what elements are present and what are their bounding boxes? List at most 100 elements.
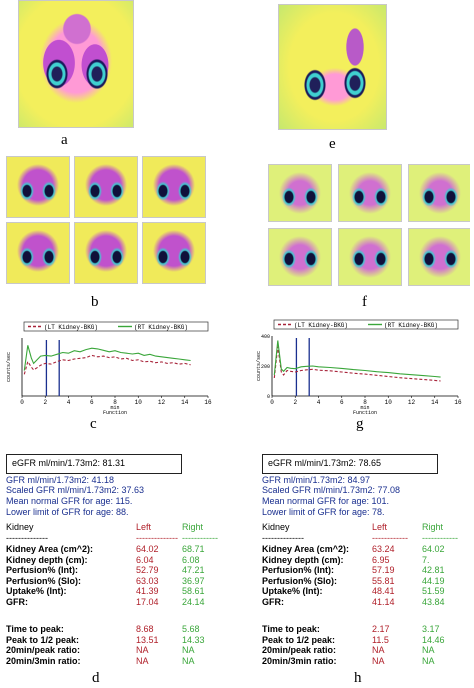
timing-row-d-right-value: NA	[182, 655, 195, 666]
measurement-row-h-right-value: 51.59	[422, 586, 445, 597]
timing-row-h-left-value: NA	[372, 655, 385, 666]
chart-c-series-left-kidney	[23, 354, 191, 375]
lower-limit-gfr-h: Lower limit of GFR for age: 78.	[262, 507, 385, 517]
measurement-row-d-right-value: 47.21	[182, 565, 205, 576]
measurement-row-d-label: Uptake% (Int):	[6, 586, 67, 597]
chart-g-series-right-kidney	[273, 340, 441, 378]
frame-f-1	[268, 164, 332, 222]
chart-g-x-tick-label: 16	[454, 399, 462, 406]
gfr-value-d: GFR ml/min/1.73m2: 41.18	[6, 475, 115, 485]
renal-scan-a	[18, 0, 134, 128]
scaled-gfr-h: Scaled GFR ml/min/1.73m2: 77.08	[262, 485, 401, 495]
measurement-row-d-label: Perfusion% (Int):	[6, 565, 78, 576]
header-kidney-d: Kidney	[6, 522, 34, 532]
egfr-box-h	[262, 454, 438, 474]
timing-row-d-right-value: NA	[182, 645, 195, 656]
mean-normal-gfr-h: Mean normal GFR for age: 101.	[262, 496, 390, 506]
chart-c-x-tick-label: 12	[158, 399, 166, 406]
egfr-value-d: eGFR ml/min/1.73m2: 81.31	[12, 458, 126, 468]
timing-row-d-label: Peak to 1/2 peak:	[6, 634, 80, 645]
chart-c-series-right-kidney	[23, 345, 191, 371]
renogram-chart-g: (LT Kidney-BKG) (RT Kidney-BKG) counts/sec…	[254, 318, 470, 416]
chart-g-x-label-bottom: Function	[353, 410, 377, 416]
measurement-row-h-left-value: 55.81	[372, 575, 395, 586]
chart-c-legend-box	[23, 321, 209, 332]
panel-label-c: c	[90, 416, 97, 432]
panel-label-f: f	[362, 294, 367, 310]
dash-kidney-h: --------------	[262, 533, 304, 543]
chart-c-x-tick-label: 10	[135, 399, 143, 406]
chart-g-x-label-top: min	[360, 405, 369, 411]
measurement-row-d-left-value: 17.04	[136, 597, 159, 607]
chart-c-x-tick-label: 8	[113, 399, 117, 406]
chart-g-y-tick-label: 400	[261, 334, 270, 340]
chart-g-legend-label-right: (RT Kidney-BKG)	[384, 322, 438, 329]
measurement-row-h-label: Kidney depth (cm):	[262, 554, 344, 565]
chart-c-x-tick-label: 16	[204, 399, 212, 406]
chart-g-x-tick-label: 10	[385, 399, 393, 406]
chart-g-x-tick-label: 6	[340, 399, 344, 406]
measurement-row-d-label: GFR:	[6, 597, 28, 607]
dash-left-d: --------------	[136, 533, 178, 543]
gfr-report-d: eGFR ml/min/1.73m2: 81.31 GFR ml/min/1.7…	[6, 454, 218, 686]
measurement-row-h-label: GFR:	[262, 597, 284, 607]
header-right-h: Right	[422, 522, 444, 532]
chart-g-x-tick-label: 14	[431, 399, 439, 406]
measurement-row-d-right-value: 36.97	[182, 575, 205, 586]
measurement-row-d-left-value: 52.79	[136, 565, 159, 576]
chart-c-legend-label-right: (RT Kidney-BKG)	[134, 324, 188, 331]
egfr-value-h: eGFR ml/min/1.73m2: 78.65	[268, 458, 382, 468]
panel-label-e: e	[329, 136, 336, 152]
chart-g-legend-box	[273, 319, 459, 330]
measurement-row-h-right-value: 64.02	[422, 544, 445, 554]
frame-f-5	[338, 228, 402, 286]
timing-row-h-left-value: 11.5	[372, 634, 389, 645]
timing-row-h-label: Peak to 1/2 peak:	[262, 634, 336, 645]
panel-label-b: b	[91, 294, 99, 310]
chart-c-x-tick-label: 0	[20, 399, 24, 406]
frame-b-3	[142, 156, 206, 218]
measurement-row-h-label: Kidney Area (cm^2):	[262, 544, 349, 554]
measurement-row-h-label: Uptake% (Int):	[262, 586, 323, 597]
measurement-row-d-left-value: 64.02	[136, 544, 159, 554]
chart-g-y-label: counts/sec	[256, 351, 262, 381]
measurement-row-h-label: Perfusion% (Slo):	[262, 575, 338, 586]
dash-kidney-d: --------------	[6, 533, 48, 543]
measurement-row-h-label: Perfusion% (Int):	[262, 565, 334, 576]
dash-left-h: ------------	[372, 533, 408, 543]
panel-label-g: g	[356, 416, 364, 432]
frame-f-3	[408, 164, 470, 222]
measurement-row-d-right-value: 6.08	[182, 554, 200, 565]
chart-g-y-tick-label: 200	[261, 364, 270, 370]
dash-right-h: ------------	[422, 533, 458, 543]
timing-row-h-label: 20min/peak ratio:	[262, 645, 337, 656]
measurement-row-d-right-value: 58.61	[182, 586, 205, 597]
gfr-report-h: eGFR ml/min/1.73m2: 78.65 GFR ml/min/1.7…	[262, 454, 472, 686]
dynamic-frames-b	[6, 156, 206, 284]
header-right-d: Right	[182, 522, 204, 532]
frame-b-2	[74, 156, 138, 218]
frame-b-5	[74, 222, 138, 284]
renal-scan-e	[278, 4, 387, 130]
measurement-row-d-right-value: 68.71	[182, 544, 205, 554]
timing-row-h-right-value: NA	[422, 655, 435, 666]
chart-g-y-tick-label: 0	[267, 394, 270, 400]
measurement-row-d-right-value: 24.14	[182, 597, 205, 607]
measurement-row-h-left-value: 63.24	[372, 544, 395, 554]
chart-g-x-tick-label: 12	[408, 399, 416, 406]
chart-c-x-label-top: min	[110, 405, 119, 411]
timing-row-d-left-value: 8.68	[136, 624, 154, 634]
timing-row-d-label: 20min/peak ratio:	[6, 645, 81, 656]
measurement-row-h-right-value: 7.	[422, 554, 430, 565]
timing-row-h-left-value: NA	[372, 645, 385, 656]
timing-row-d-left-value: NA	[136, 645, 149, 656]
measurement-row-d-label: Kidney depth (cm):	[6, 554, 88, 565]
frame-b-1	[6, 156, 70, 218]
frame-f-6	[408, 228, 470, 286]
chart-c-y-label: counts/sec	[6, 352, 12, 382]
measurement-row-d-left-value: 6.04	[136, 554, 154, 565]
dash-right-d: ------------	[182, 533, 218, 543]
chart-c-x-label-bottom: Function	[103, 410, 127, 416]
measurement-row-d-left-value: 63.03	[136, 575, 159, 586]
measurement-row-d-label: Kidney Area (cm^2):	[6, 544, 93, 554]
